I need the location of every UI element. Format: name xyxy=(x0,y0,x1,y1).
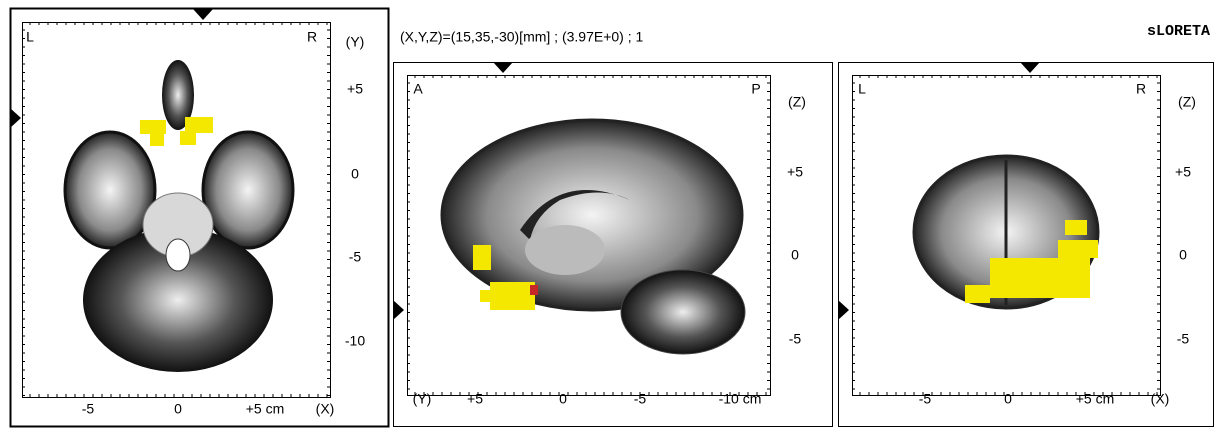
corner-label: L xyxy=(858,81,866,97)
tick-label: 0 xyxy=(1004,391,1012,407)
tick-label: 0 xyxy=(174,401,182,417)
tick-label: +5 xyxy=(1175,164,1191,180)
sloreta-viewer: (X,Y,Z)=(15,35,-30)[mm] ; (3.97E+0) ; 1 … xyxy=(0,0,1221,428)
corner-label: R xyxy=(1136,81,1146,97)
axis-label: (X) xyxy=(316,401,335,417)
tick-label: -5 xyxy=(789,331,802,347)
tick-label: +5 xyxy=(347,81,363,97)
tick-label: 0 xyxy=(791,247,799,263)
tick-label: -5 xyxy=(349,249,362,265)
corner-label: L xyxy=(26,29,34,45)
axis-label: (Z) xyxy=(788,94,806,110)
tick-label: -5 xyxy=(82,401,95,417)
axis-label: (Z) xyxy=(1178,94,1196,110)
tick-label: 0 xyxy=(559,391,567,407)
tick-label: 0 xyxy=(1179,247,1187,263)
tick-label: +5 xyxy=(787,164,803,180)
axis-label: (Y) xyxy=(413,391,432,407)
tick-label: -5 xyxy=(1177,331,1190,347)
tick-label: +5 xyxy=(467,391,483,407)
tick-label: -10 cm xyxy=(719,391,762,407)
coronal-brain xyxy=(914,156,1098,308)
tick-label: 0 xyxy=(351,166,359,182)
axis-label: (X) xyxy=(1151,391,1170,407)
tick-label: -5 xyxy=(634,391,647,407)
cursor-readout: (X,Y,Z)=(15,35,-30)[mm] ; (3.97E+0) ; 1 xyxy=(400,29,643,45)
axis-label: (Y) xyxy=(346,34,365,50)
method-label: sLORETA xyxy=(1147,23,1210,40)
tick-label: +5 cm xyxy=(246,401,285,417)
tick-label: -5 xyxy=(919,391,932,407)
corner-label: A xyxy=(413,81,423,97)
corner-label: R xyxy=(307,29,317,45)
corner-label: P xyxy=(751,81,760,97)
tick-label: -10 xyxy=(345,333,365,349)
tick-label: +5 cm xyxy=(1076,391,1115,407)
